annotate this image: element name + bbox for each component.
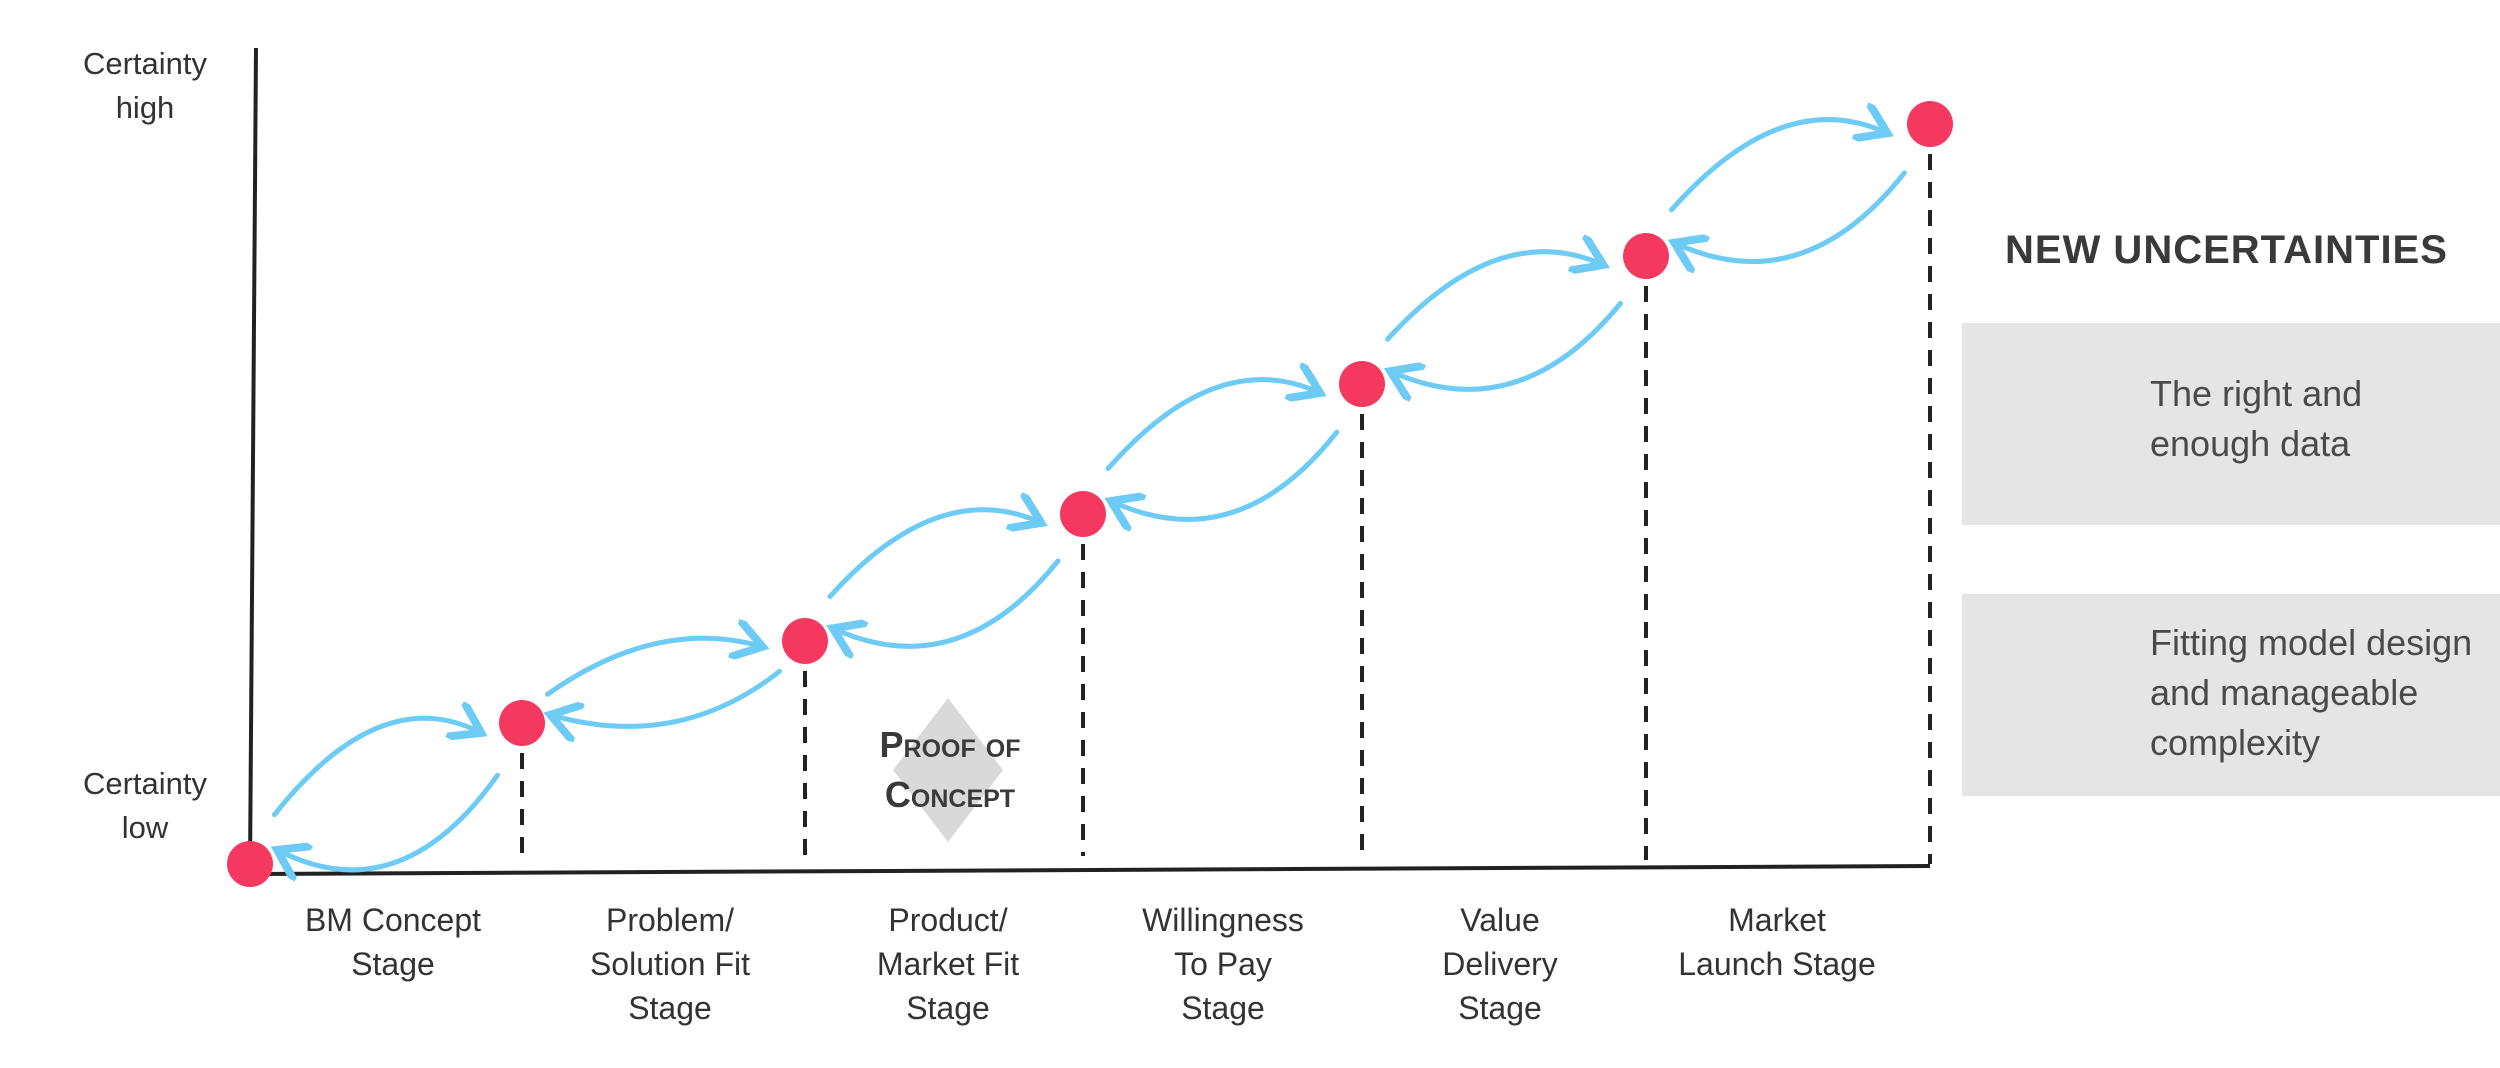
stage-line: Problem/ [605, 902, 735, 938]
certainty-high-label: Certainty high [60, 42, 230, 130]
transition-arrow [1390, 300, 1623, 389]
transition-arrow [1674, 170, 1907, 262]
stage-label-willingness-to-pay: Willingness To Pay Stage [1093, 898, 1353, 1030]
certainty-low-line-2: low [121, 810, 169, 845]
proof-of-concept-line-2: Concept [884, 774, 1016, 815]
transition-arrow [1385, 252, 1604, 342]
uncertainty-panel-data: The right and enough data [1962, 323, 2500, 525]
milestone-dot [227, 841, 273, 887]
stage-line: Stage [906, 990, 990, 1026]
uncertainty-text-model: Fitting model design and manageable comp… [2150, 618, 2472, 768]
stage-line: Market Fit [876, 946, 1020, 982]
stage-label-value-delivery: Value Delivery Stage [1370, 898, 1630, 1030]
panel-line: The right and [2150, 373, 2363, 414]
transition-arrow [833, 558, 1061, 646]
milestone-dot [1339, 361, 1385, 407]
stage-line: Willingness [1142, 902, 1304, 938]
panel-line: complexity [2150, 722, 2321, 763]
transition-arrow [1111, 429, 1340, 519]
stage-label-bm-concept: BM Concept Stage [263, 898, 523, 986]
stage-line: Delivery [1442, 946, 1558, 982]
stage-line: Stage [628, 990, 712, 1026]
stage-line: Stage [1458, 990, 1542, 1026]
milestone-dot [1060, 491, 1106, 537]
certainty-low-line-1: Certainty [82, 766, 208, 801]
transition-arrow [827, 510, 1041, 600]
milestone-dot [1623, 233, 1669, 279]
x-axis [249, 864, 1931, 876]
transition-arrow [271, 718, 481, 818]
milestone-dot [782, 618, 828, 664]
panel-line: and manageable [2150, 672, 2419, 713]
transition-arrow [1105, 380, 1320, 471]
stage-line: Stage [351, 946, 435, 982]
stage-line: Value [1460, 902, 1540, 938]
stage-line: Product/ [888, 902, 1008, 938]
certainty-high-line-1: Certainty [82, 46, 208, 81]
y-axis [248, 47, 258, 871]
panel-line: Fitting model design [2150, 622, 2473, 663]
milestone-dot [1907, 101, 1953, 147]
stage-label-product-market-fit: Product/ Market Fit Stage [818, 898, 1078, 1030]
stage-line: Solution Fit [589, 946, 751, 982]
transition-arrow [277, 772, 501, 870]
uncertainty-panel-model: Fitting model design and manageable comp… [1962, 594, 2500, 796]
stage-line: To Pay [1174, 946, 1272, 982]
uncertainty-text-data: The right and enough data [2150, 369, 2362, 469]
stage-line: Launch Stage [1678, 946, 1876, 982]
stage-label-problem-solution-fit: Problem/ Solution Fit Stage [540, 898, 800, 1030]
proof-of-concept-line-1: Proof of [879, 724, 1021, 765]
transition-arrow [1669, 120, 1888, 213]
stage-line: BM Concept [304, 902, 482, 938]
stage-line: Market [1728, 902, 1826, 938]
new-uncertainties-title: NEW UNCERTAINTIES [2005, 228, 2448, 272]
proof-of-concept-diamond [893, 698, 1003, 842]
stage-line: Stage [1181, 990, 1265, 1026]
milestone-dot [499, 700, 545, 746]
panel-line: enough data [2150, 423, 2351, 464]
certainty-low-label: Certainty low [60, 762, 230, 850]
transition-arrow [544, 638, 762, 697]
proof-of-concept-label: Proof of Concept [820, 720, 1080, 820]
stage-label-market-launch: Market Launch Stage [1647, 898, 1907, 986]
certainty-high-line-2: high [115, 90, 175, 125]
transition-arrow [550, 668, 783, 726]
